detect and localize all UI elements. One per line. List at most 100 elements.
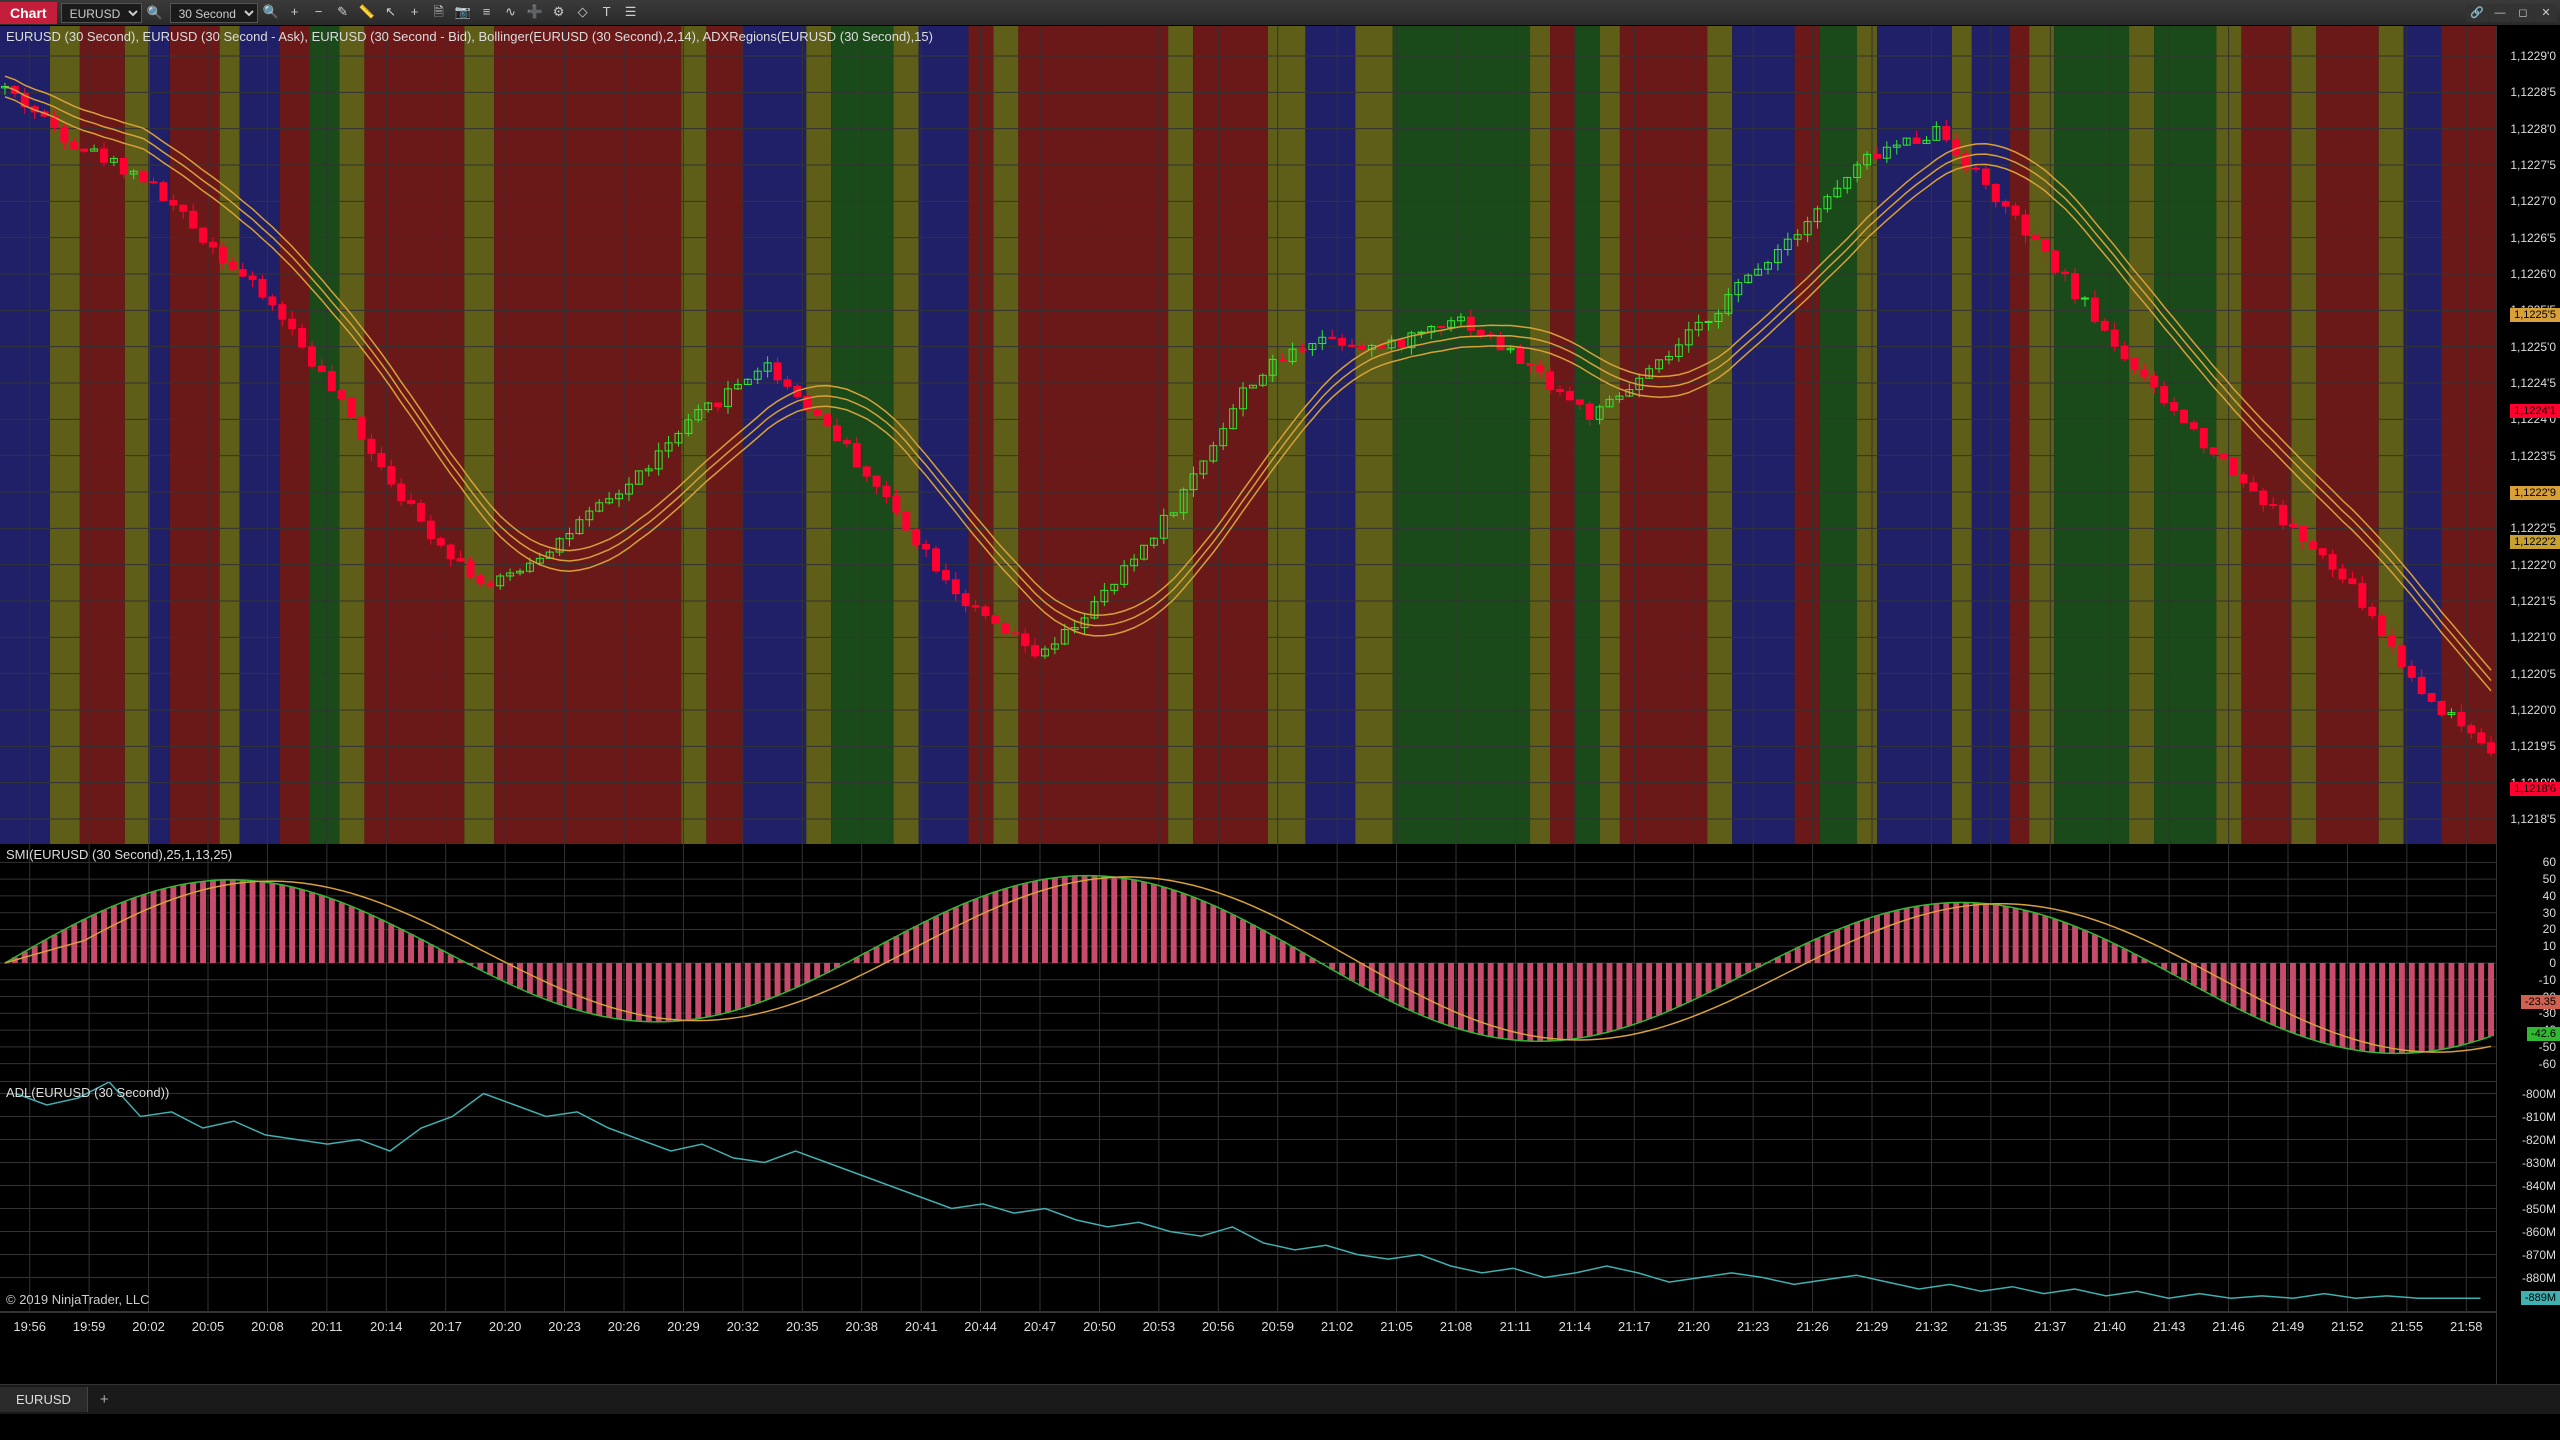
time-tick: 20:20 [489, 1319, 522, 1334]
axis-tick-label: 50 [2543, 872, 2556, 886]
time-tick: 21:23 [1737, 1319, 1770, 1334]
main-price-panel[interactable]: EURUSD (30 Second), EURUSD (30 Second - … [0, 26, 2496, 844]
time-tick: 20:38 [845, 1319, 878, 1334]
text-icon[interactable]: T [596, 1, 618, 21]
axis-price-marker: -42.6 [2527, 1027, 2560, 1041]
time-tick: 21:35 [1975, 1319, 2008, 1334]
copyright-text: © 2019 NinjaTrader, LLC [6, 1292, 150, 1307]
axis-tick-label: 1,1218'5 [2510, 812, 2556, 826]
zoom-out-icon[interactable]: − [308, 1, 330, 21]
axis-tick-label: 1,1220'0 [2510, 703, 2556, 717]
time-tick: 20:08 [251, 1319, 284, 1334]
time-tick: 21:32 [1915, 1319, 1948, 1334]
time-tick: 20:14 [370, 1319, 403, 1334]
time-tick: 21:55 [2391, 1319, 2424, 1334]
adl-panel[interactable]: ADL(EURUSD (30 Second)) © 2019 NinjaTrad… [0, 1082, 2496, 1312]
axis-tick-label: 1,1221'5 [2510, 594, 2556, 608]
search-icon[interactable]: 🔍 [260, 2, 282, 22]
time-tick: 21:08 [1440, 1319, 1473, 1334]
main-panel-title: EURUSD (30 Second), EURUSD (30 Second - … [6, 29, 933, 44]
instrument-select[interactable]: EURUSD [61, 3, 142, 23]
cursor-icon[interactable]: ↖ [380, 2, 402, 22]
ruler-icon[interactable]: 📏 [356, 2, 378, 22]
time-tick: 20:41 [905, 1319, 938, 1334]
zoom-in-icon[interactable]: + [284, 1, 306, 21]
drawing-icon[interactable]: ◇ [572, 2, 594, 22]
time-tick: 20:59 [1261, 1319, 1294, 1334]
axis-price-marker: 1,1225'5 [2510, 308, 2560, 322]
snapshot-icon[interactable]: 📷 [452, 2, 474, 22]
axis-tick-label: 1,1222'5 [2510, 521, 2556, 535]
data-series-icon[interactable]: ≡ [476, 1, 498, 21]
chart-container: EURUSD (30 Second), EURUSD (30 Second - … [0, 26, 2560, 1384]
axis-tick-label: -830M [2522, 1156, 2556, 1170]
time-tick: 21:05 [1380, 1319, 1413, 1334]
time-tick: 20:05 [192, 1319, 225, 1334]
axis-tick-label: 1,1221'0 [2510, 630, 2556, 644]
plus-icon[interactable]: ➕ [524, 2, 546, 22]
axis-tick-label: 1,1228'5 [2510, 85, 2556, 99]
minimize-icon[interactable]: — [2489, 4, 2511, 22]
time-tick: 20:53 [1143, 1319, 1176, 1334]
time-tick: 20:29 [667, 1319, 700, 1334]
axis-tick-label: 10 [2543, 939, 2556, 953]
search-icon[interactable]: 🔍 [144, 3, 166, 23]
time-tick: 21:52 [2331, 1319, 2364, 1334]
time-tick: 20:23 [548, 1319, 581, 1334]
axis-tick-label: -870M [2522, 1248, 2556, 1262]
close-icon[interactable]: ✕ [2535, 4, 2557, 22]
axis-tick-label: -820M [2522, 1133, 2556, 1147]
axis-price-marker: 1,1222'2 [2510, 535, 2560, 549]
time-axis[interactable]: 19:5619:5920:0220:0520:0820:1120:1420:17… [0, 1312, 2496, 1358]
axis-tick-label: 1,1223'5 [2510, 449, 2556, 463]
doc-icon[interactable]: 🗎 [428, 4, 450, 24]
axis-tick-label: 30 [2543, 906, 2556, 920]
bottom-tabs: EURUSD + [0, 1384, 2560, 1414]
pencil-icon[interactable]: ✎ [332, 2, 354, 22]
axis-tick-label: -10 [2539, 973, 2556, 987]
axis-tick-label: -60 [2539, 1057, 2556, 1071]
axis-tick-label: -880M [2522, 1271, 2556, 1285]
time-tick: 20:47 [1024, 1319, 1057, 1334]
time-tick: 20:44 [964, 1319, 997, 1334]
main-chart-svg [0, 26, 2496, 844]
time-tick: 21:29 [1856, 1319, 1889, 1334]
tab-add-button[interactable]: + [88, 1386, 121, 1413]
properties-icon[interactable]: ☰ [620, 2, 642, 22]
time-tick: 21:46 [2212, 1319, 2245, 1334]
time-tick: 20:26 [608, 1319, 641, 1334]
axis-tick-label: 20 [2543, 922, 2556, 936]
smi-panel[interactable]: SMI(EURUSD (30 Second),25,1,13,25) [0, 844, 2496, 1082]
time-tick: 20:50 [1083, 1319, 1116, 1334]
maximize-icon[interactable]: ◻ [2512, 4, 2534, 22]
time-tick: 21:40 [2093, 1319, 2126, 1334]
axis-tick-label: -50 [2539, 1040, 2556, 1054]
time-tick: 20:35 [786, 1319, 819, 1334]
axis-tick-label: 1,1220'5 [2510, 667, 2556, 681]
crosshair-icon[interactable]: + [404, 1, 426, 21]
interval-select[interactable]: 30 Second [170, 3, 258, 23]
toolbar: Chart EURUSD 🔍 30 Second 🔍+−✎📏↖+🗎📷≡∿➕⚙◇T… [0, 0, 2560, 26]
price-axis[interactable]: 1,1229'01,1228'51,1228'01,1227'51,1227'0… [2496, 26, 2560, 1384]
time-tick: 21:17 [1618, 1319, 1651, 1334]
indicator-icon[interactable]: ∿ [500, 2, 522, 22]
time-tick: 21:02 [1321, 1319, 1354, 1334]
strategy-icon[interactable]: ⚙ [548, 2, 570, 22]
time-tick: 20:56 [1202, 1319, 1235, 1334]
adl-panel-title: ADL(EURUSD (30 Second)) [6, 1085, 169, 1100]
time-tick: 21:49 [2272, 1319, 2305, 1334]
time-tick: 20:17 [429, 1319, 462, 1334]
axis-tick-label: -800M [2522, 1087, 2556, 1101]
time-tick: 21:11 [1500, 1319, 1532, 1334]
axis-tick-label: 0 [2549, 956, 2556, 970]
chart-panels: EURUSD (30 Second), EURUSD (30 Second - … [0, 26, 2496, 1384]
window-controls: 🔗 — ◻ ✕ [2466, 4, 2560, 22]
time-tick: 21:58 [2450, 1319, 2483, 1334]
time-tick: 19:56 [13, 1319, 46, 1334]
smi-chart-svg [0, 844, 2496, 1082]
adl-chart-svg [0, 1082, 2496, 1312]
axis-tick-label: 1,1228'0 [2510, 122, 2556, 136]
link-icon[interactable]: 🔗 [2466, 4, 2488, 22]
axis-price-marker: -889M [2521, 1291, 2560, 1305]
tab-eurusd[interactable]: EURUSD [0, 1387, 88, 1412]
